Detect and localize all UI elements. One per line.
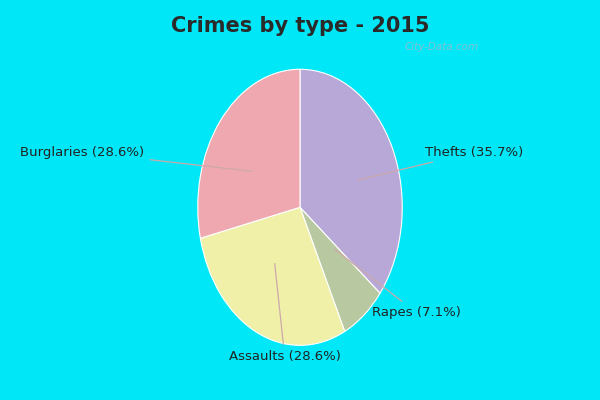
Text: Burglaries (28.6%): Burglaries (28.6%)	[20, 146, 253, 171]
Text: Crimes by type - 2015: Crimes by type - 2015	[171, 16, 429, 36]
Text: Thefts (35.7%): Thefts (35.7%)	[358, 146, 523, 180]
Text: City-Data.com: City-Data.com	[405, 42, 479, 52]
Text: Assaults (28.6%): Assaults (28.6%)	[229, 264, 341, 363]
Wedge shape	[300, 207, 380, 332]
Wedge shape	[198, 69, 300, 238]
Wedge shape	[300, 69, 402, 293]
Text: Rapes (7.1%): Rapes (7.1%)	[334, 249, 460, 319]
Wedge shape	[200, 207, 344, 345]
